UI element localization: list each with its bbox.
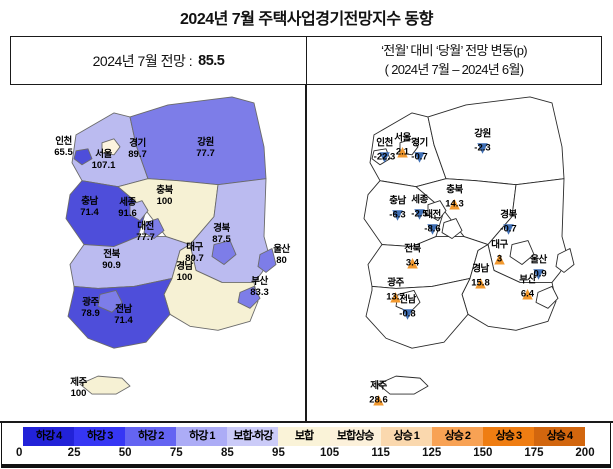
region-daegu — [211, 240, 236, 265]
legend-category-5: 보합 — [278, 427, 330, 446]
panel-divider — [305, 85, 307, 421]
region-jeonnam — [365, 277, 470, 349]
legend-category-6: 보합상승 — [329, 427, 381, 446]
legend-category-0: 하강 4 — [23, 427, 75, 446]
korea-map-svg — [363, 96, 574, 395]
header-left-label: 2024년 7월 전망 : — [92, 52, 193, 69]
header-right-cell: ‘전월’ 대비 ‘당월’ 전망 변동(p) ( 2024년 7월 – 2024년… — [307, 37, 601, 84]
region-gwangju — [97, 289, 122, 313]
map-right: 인천 ▼ -22.3 서울 ▲ 2.1 경기 ▼ -0.7 강원 ▼ -2.3 충북 ▲ 14.3 충남 ▼ -6… — [316, 87, 596, 421]
legend-tick-175: 175 — [524, 447, 544, 459]
map-left: 인천 65.5 서울 107.1 경기 89.7 강원 77.7 충북 100 충남 71.4 세종 91… — [18, 87, 298, 421]
region-jeju — [79, 375, 130, 395]
legend-category-2: 하강 2 — [125, 427, 177, 446]
region-seoul — [399, 138, 418, 156]
legend-tick-0: 0 — [15, 447, 23, 459]
header-right-line1: ‘전월’ 대비 ‘당월’ 전망 변동(p) — [381, 42, 528, 58]
region-daegu — [509, 240, 534, 265]
legend-tick-25: 25 — [67, 447, 81, 459]
legend-category-9: 상승 3 — [482, 427, 534, 446]
panel-index-map: 인천 65.5 서울 107.1 경기 89.7 강원 77.7 충북 100 충남 71.4 세종 91… — [10, 87, 305, 421]
region-ulsan — [257, 248, 276, 273]
legend-category-8: 상승 2 — [431, 427, 483, 446]
region-sejong — [427, 200, 446, 222]
legend-tick-150: 150 — [473, 447, 493, 459]
region-gangwon — [129, 96, 266, 186]
header-right-line2: ( 2024년 7월 – 2024년 6월) — [384, 61, 524, 77]
region-seoul — [101, 138, 120, 156]
legend-category-3: 하강 1 — [176, 427, 228, 446]
map-bottom-rule — [0, 421, 613, 423]
legend-tick-105: 105 — [319, 447, 340, 459]
legend-ticks: 0 25 50 75 85 95 105 115 125 150 175 200 — [16, 447, 595, 462]
legend-tick-75: 75 — [169, 447, 183, 459]
panel-change-map: 인천 ▼ -22.3 서울 ▲ 2.1 경기 ▼ -0.7 강원 ▼ -2.3 충북 ▲ 14.3 충남 ▼ -6… — [308, 87, 603, 421]
region-gwangju — [395, 289, 420, 313]
legend-tick-115: 115 — [371, 447, 390, 459]
legend-category-4: 보합-하강 — [227, 427, 279, 446]
region-ulsan — [555, 248, 574, 273]
header-left-value: 85.5 — [198, 52, 225, 69]
legend-tick-50: 50 — [118, 447, 132, 459]
region-jeonnam — [67, 277, 172, 349]
legend-tick-125: 125 — [422, 447, 442, 459]
header-left-cell: 2024년 7월 전망 : 85.5 — [11, 37, 307, 84]
region-busan — [535, 285, 558, 309]
header-table: 2024년 7월 전망 : 85.5 ‘전월’ 대비 ‘당월’ 전망 변동(p)… — [10, 36, 602, 85]
legend-category-7: 상승 1 — [380, 427, 432, 446]
legend-tick-200: 200 — [575, 447, 595, 459]
legend-tick-85: 85 — [220, 447, 234, 459]
region-incheon — [73, 148, 92, 166]
region-jeju — [377, 375, 428, 395]
region-incheon — [371, 148, 390, 166]
region-busan — [237, 285, 260, 309]
region-sejong — [129, 200, 148, 222]
region-gangwon — [427, 96, 564, 186]
page-title: 2024년 7월 주택사업경기전망지수 동향 — [180, 11, 433, 28]
region-daejeon — [441, 218, 462, 239]
legend-category-10: 상승 4 — [533, 427, 586, 446]
legend-category-1: 하강 3 — [74, 427, 126, 446]
legend-tick-95: 95 — [272, 447, 285, 459]
region-daejeon — [143, 218, 164, 239]
korea-map-svg — [65, 96, 276, 395]
